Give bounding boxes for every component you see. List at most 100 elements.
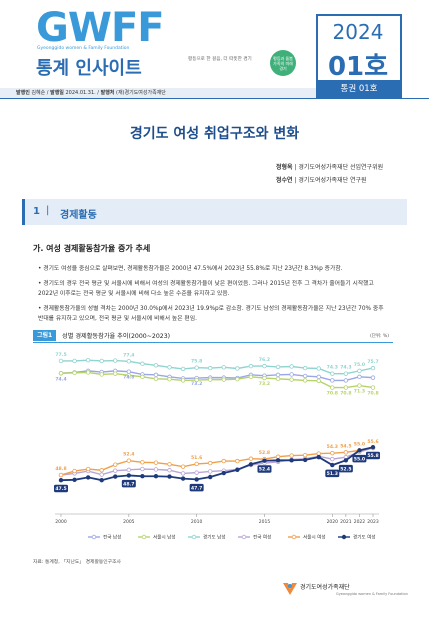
data-point <box>58 472 64 478</box>
slogan-badge: 평등과 돌봄 가족의 미래 경기 <box>270 50 296 76</box>
x-tick-label: 2000 <box>55 519 67 525</box>
data-point <box>167 377 172 382</box>
data-label: 52.4 <box>123 452 134 458</box>
data-point <box>194 477 199 482</box>
data-point <box>275 454 281 459</box>
data-point <box>221 470 226 476</box>
data-point <box>289 453 294 458</box>
data-point <box>153 460 159 465</box>
data-label: 74.4 <box>55 376 66 382</box>
data-point <box>99 472 104 477</box>
data-label: 54.5 <box>340 443 351 449</box>
data-label: 75.7 <box>367 359 378 365</box>
data-point <box>113 358 118 363</box>
data-label: 70.8 <box>340 391 351 397</box>
data-point <box>58 477 64 483</box>
data-point <box>180 366 186 372</box>
data-point <box>113 462 118 467</box>
data-point <box>180 378 186 383</box>
data-point <box>153 474 159 479</box>
section-header <box>22 199 407 225</box>
header-divider <box>0 98 429 99</box>
author-affiliation: 경기도여성가족재단 선임연구위원 <box>298 164 384 171</box>
bullet-item: • 경제활동참가율의 성별 격차는 2000년 30.0%p에서 2023년 1… <box>38 306 384 322</box>
badge-line: 평등과 돌봄 <box>273 55 293 61</box>
data-point <box>194 377 199 383</box>
data-point <box>302 457 308 463</box>
author-affiliation: 경기도여성가족재단 연구원 <box>298 177 367 184</box>
author-line: 정형옥 | 경기도여성가족재단 선임연구위원 <box>276 164 384 171</box>
data-point <box>180 471 186 476</box>
data-point <box>85 466 91 472</box>
author-line: 정수연 | 경기도여성가족재단 연구원 <box>276 177 367 184</box>
data-point <box>316 451 321 456</box>
data-point <box>153 372 159 378</box>
series-title: 통계 인사이트 <box>36 58 142 79</box>
data-label: 52.5 <box>340 466 351 472</box>
x-tick-label: 2022 <box>354 519 366 525</box>
data-point <box>113 474 118 479</box>
data-label: 55.6 <box>367 439 378 445</box>
data-point <box>316 454 321 460</box>
badge-line: 가족의 미래 <box>273 60 293 66</box>
data-point <box>180 476 186 481</box>
issue-number: 01호 <box>327 52 389 82</box>
foundation-emblem-icon <box>283 583 297 595</box>
x-tick-label: 2010 <box>191 519 203 525</box>
data-label-box <box>257 465 272 473</box>
data-label: 73.2 <box>191 381 202 387</box>
series-line <box>60 446 374 482</box>
series-line <box>60 447 374 476</box>
data-point <box>330 462 335 468</box>
data-label: 74.8 <box>123 375 134 381</box>
data-point <box>208 460 213 466</box>
data-point <box>99 358 104 364</box>
data-point <box>316 378 321 384</box>
data-point <box>58 358 64 364</box>
figure-source: 자료: 통계청, 「지난도」 경제활동인구조사 <box>33 560 121 565</box>
data-label: 70.8 <box>327 391 338 397</box>
x-tick-label: 2015 <box>259 519 271 525</box>
data-point <box>248 462 254 467</box>
series-line <box>61 359 374 375</box>
data-point <box>72 468 77 474</box>
data-point <box>289 364 294 369</box>
data-label: 73.2 <box>259 381 270 387</box>
logo-subtitle: Gyeonggido women & Family Foundation <box>37 46 130 51</box>
foundation-logo: GWFF <box>36 5 165 51</box>
legend-label: 경기도 남성 <box>203 534 226 541</box>
data-label: 77.5 <box>55 352 66 358</box>
data-point <box>72 370 77 376</box>
data-point <box>180 464 186 469</box>
data-point <box>302 365 308 371</box>
data-point <box>235 366 240 371</box>
x-tick-label: 2021 <box>340 519 352 525</box>
issue-box: 2024 01호 <box>316 14 402 84</box>
data-point <box>330 450 335 456</box>
figure-unit: (단위: %) <box>370 334 390 339</box>
data-label: 54.3 <box>327 444 338 450</box>
bullet-text: 경기도 여성을 중심으로 살펴보면, 경제활동참가율은 2000년 47.5%에… <box>43 266 343 272</box>
data-point <box>343 378 349 383</box>
legend-marker <box>341 534 347 540</box>
data-label-box <box>352 454 367 463</box>
data-point <box>140 460 145 465</box>
data-point <box>85 475 91 480</box>
subsection-title: 가. 여성 경제활동참가율 증가 추세 <box>33 244 151 253</box>
figure-divider <box>33 342 393 343</box>
data-point <box>126 473 132 478</box>
data-point <box>167 468 172 473</box>
data-point <box>357 383 362 388</box>
data-point <box>289 377 294 382</box>
data-point <box>126 373 132 378</box>
data-point <box>343 450 349 455</box>
data-point <box>302 373 308 379</box>
data-label: 52.4 <box>259 467 270 473</box>
data-point <box>370 385 376 390</box>
data-point <box>275 364 281 370</box>
data-point <box>126 369 132 374</box>
data-point <box>208 365 213 371</box>
data-point <box>235 458 240 464</box>
data-point <box>167 365 172 370</box>
data-label-box <box>121 479 136 488</box>
